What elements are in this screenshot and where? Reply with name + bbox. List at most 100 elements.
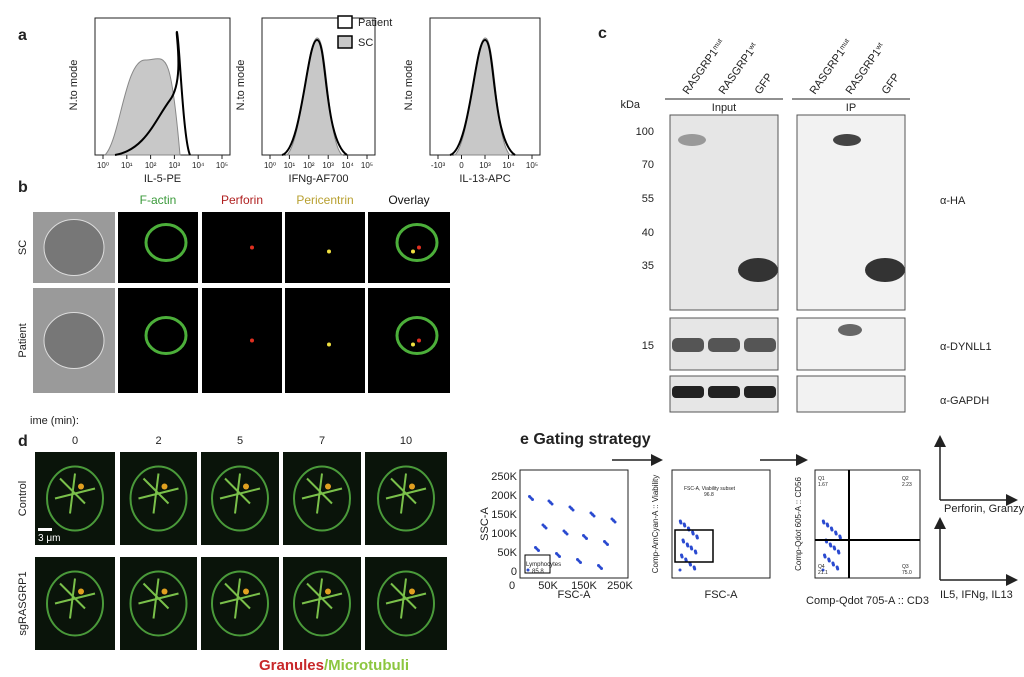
quadrant-name: Q3: [902, 564, 909, 570]
events: [825, 540, 829, 544]
y-label: SSC-A: [479, 507, 491, 541]
x-label: Comp-Qdot 705-A :: CD3: [806, 595, 929, 607]
panel-label: d: [18, 433, 28, 450]
events: [836, 567, 840, 571]
x-tick-label: 0: [459, 161, 464, 170]
granule: [161, 483, 168, 490]
x-tick-label: 10¹: [284, 161, 296, 170]
microtubules: [54, 473, 96, 514]
unit: kDa: [620, 99, 640, 111]
band: [672, 386, 704, 398]
x-tick-label: 10⁴: [341, 161, 354, 170]
granule: [409, 588, 415, 595]
lane-label: GFP: [880, 71, 903, 96]
quadrant-value: 2.23: [902, 482, 912, 488]
events: [689, 563, 692, 567]
micrograph: [202, 212, 282, 283]
y-tick-label: 0: [511, 566, 517, 578]
row-label: Patient: [17, 323, 29, 357]
lane-gene: GFP: [880, 71, 903, 96]
y-tick-label: 50K: [497, 547, 517, 559]
legend-label: SC: [358, 37, 373, 49]
gate-value: 96.8: [704, 492, 714, 498]
time: 10: [400, 435, 412, 447]
kda-marker: 35: [642, 260, 654, 272]
granule: [250, 338, 254, 343]
events: [565, 532, 569, 536]
microtubules: [377, 465, 435, 532]
legend-label: Patient: [358, 17, 392, 29]
x-tick-label: 0: [509, 580, 515, 592]
microtubules: [219, 578, 261, 619]
time: 7: [319, 435, 325, 447]
quadrant-name: Q1: [818, 476, 825, 482]
events: [691, 532, 695, 536]
x-tick-label: 10⁵: [526, 161, 538, 170]
quadrant-value: 75.0: [902, 570, 912, 576]
x-tick-label: 10³: [322, 161, 334, 170]
plot-frame: [519, 469, 629, 579]
granule: [325, 588, 331, 595]
x-tick-label: 10⁵: [216, 161, 228, 170]
events: [826, 524, 830, 528]
x-tick-label: 10³: [169, 161, 181, 170]
events: [821, 568, 825, 572]
band: [678, 134, 706, 146]
events: [838, 536, 842, 540]
x-tick-label: 10⁴: [192, 161, 205, 170]
events: [585, 537, 588, 540]
row-label: sgRASGRP1: [17, 571, 29, 635]
microtubules: [301, 473, 343, 514]
caption: Granules: [259, 657, 324, 674]
events: [833, 547, 837, 551]
kda-marker: 70: [642, 159, 654, 171]
gate-value: 85.8: [532, 569, 544, 575]
kda-marker: 55: [642, 193, 654, 205]
microtubules: [377, 570, 435, 637]
events: [830, 528, 834, 532]
centrosome: [411, 342, 415, 347]
events: [544, 526, 548, 530]
x-label: IL-13-APC: [459, 173, 510, 185]
axis: [94, 17, 231, 156]
column-header: Pericentrin: [296, 193, 353, 207]
lane-allele: wt: [874, 41, 884, 52]
micrograph: [285, 212, 365, 283]
kda-marker: 40: [642, 227, 654, 239]
y-label: N.to mode: [68, 60, 80, 111]
microtubules: [385, 473, 427, 514]
row-label: Control: [17, 481, 29, 516]
band: [672, 338, 704, 352]
readout: IL5, IFNg, IL13: [940, 589, 1013, 601]
granule: [243, 483, 249, 490]
granule: [409, 483, 415, 490]
events: [537, 549, 540, 552]
legend-swatch: [337, 15, 353, 29]
events: [571, 508, 575, 512]
events: [690, 547, 694, 551]
panel-label: a: [18, 27, 27, 44]
granule: [78, 483, 84, 490]
histogram-patient: [114, 30, 191, 156]
microtubules: [211, 570, 269, 637]
microtubules: [211, 465, 269, 532]
kda-marker: 15: [642, 340, 654, 352]
granule: [78, 588, 84, 595]
microtubules: [385, 578, 427, 619]
events: [600, 567, 603, 570]
microtubules: [129, 465, 188, 532]
events: [550, 502, 554, 506]
x-label: IFNg-AF700: [289, 173, 349, 185]
lane-allele: mut: [711, 37, 723, 51]
events: [592, 514, 596, 518]
cell: [43, 219, 105, 276]
time: 5: [237, 435, 243, 447]
antibody: α-GAPDH: [940, 395, 989, 407]
band: [708, 338, 740, 352]
row-label: SC: [17, 240, 29, 255]
histogram-sc: [453, 37, 512, 156]
x-tick-label: -10³: [431, 161, 446, 170]
microtubules: [54, 578, 96, 619]
column-header: F-actin: [140, 193, 177, 207]
